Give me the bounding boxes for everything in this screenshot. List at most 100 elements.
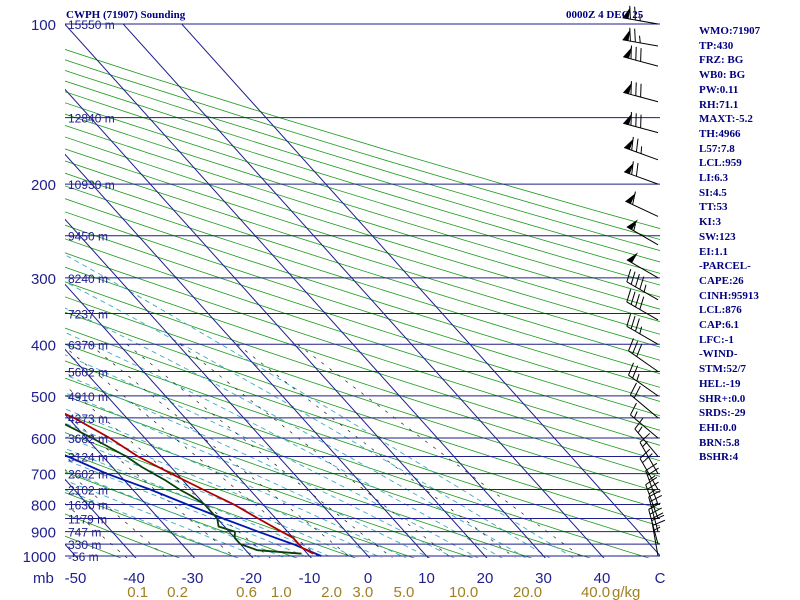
dry-adiabat (0, 24, 26, 567)
height-label: 8240 m (68, 272, 108, 286)
moist-adiabat (65, 392, 431, 558)
pressure-tick-label: 700 (31, 467, 56, 484)
sounding-index: KI:3 (699, 216, 721, 229)
temperature-tick-label: -30 (182, 570, 204, 587)
mixing-ratio-line (89, 344, 352, 558)
wind-barb (648, 490, 662, 532)
wind-barb (622, 27, 659, 47)
sounding-index: EHI:0.0 (699, 421, 737, 434)
height-label: 15550 m (68, 18, 115, 32)
temperature-tick-label: 40 (594, 570, 611, 587)
moist-adiabat (65, 435, 359, 558)
wind-barb (626, 268, 659, 301)
mixing-ratio-line (65, 346, 321, 558)
isotherm (65, 218, 371, 558)
dry-adiabat (65, 69, 660, 252)
temperature-tick-label: -50 (65, 570, 87, 587)
height-label: 9450 m (68, 230, 108, 244)
mixing-ratio-tick-label: 0.6 (236, 584, 257, 600)
dry-adiabat (65, 395, 533, 558)
height-label: 747 m (68, 526, 101, 540)
height-label: 2102 m (68, 484, 108, 498)
sounding-datetime: 0000Z 4 DEC 25 (566, 9, 644, 21)
mixing-ratio-tick-label: 0.2 (167, 584, 188, 600)
mixing-ratio-line (65, 385, 271, 558)
dry-adiabat (65, 296, 660, 493)
mixing-ratio-line (180, 344, 453, 558)
wind-barb (626, 219, 659, 246)
height-label: 1630 m (68, 498, 108, 512)
pressure-tick-label: 500 (31, 389, 56, 406)
sounding-index: TP:430 (699, 39, 734, 52)
isotherm (65, 348, 254, 558)
dry-adiabat (65, 513, 181, 558)
sounding-index: PW:0.11 (699, 83, 739, 96)
height-label: -56 m (68, 550, 99, 564)
moist-adiabat (65, 307, 527, 558)
mixing-ratio-tick-label: 2.0 (321, 584, 342, 600)
dry-adiabat (65, 113, 660, 298)
wind-barb (645, 476, 659, 519)
isotherm (122, 24, 605, 558)
wind-barb (624, 161, 659, 185)
mixing-ratio-unit-label: g/kg (612, 584, 640, 600)
dry-adiabat (65, 136, 660, 322)
isotherm (65, 413, 195, 558)
temperature-trace (65, 412, 314, 555)
height-label: 4910 m (68, 390, 108, 404)
sounding-index: CAP:6.1 (699, 319, 740, 331)
wind-barb (639, 432, 659, 474)
sounding-index: WB0: BG (699, 69, 746, 82)
chart-title: CWPH (71907) Sounding (66, 9, 186, 21)
sounding-index: FRZ: BG (699, 54, 744, 67)
dry-adiabat (65, 198, 660, 388)
height-label: 3682 m (68, 432, 108, 446)
height-label: 5602 m (68, 366, 108, 380)
wind-barb (629, 382, 659, 419)
dry-adiabat (65, 224, 660, 417)
sounding-index: SRDS:-29 (699, 407, 746, 420)
dry-adiabat (65, 80, 660, 263)
moist-adiabat (65, 447, 335, 558)
dry-adiabat (65, 102, 660, 286)
wind-barb (623, 81, 659, 103)
dry-adiabat (65, 172, 660, 361)
pressure-tick-label: 200 (31, 177, 56, 194)
wind-barb (622, 5, 659, 25)
background-grid (0, 24, 660, 567)
isotherm (65, 283, 312, 558)
isobars (65, 23, 660, 557)
dry-adiabat (65, 91, 660, 274)
mixing-ratio-tick-label: 40.0 (581, 584, 610, 600)
wind-barb (626, 289, 659, 321)
height-label: 330 m (68, 538, 101, 552)
sounding-index: BRN:5.8 (699, 436, 740, 449)
mixing-ratio-tick-label: 3.0 (352, 584, 373, 600)
mixing-ratio-line (237, 344, 516, 558)
sounding-index: SW:123 (699, 230, 736, 243)
dry-adiabat (65, 125, 660, 310)
dry-adiabat (65, 471, 298, 558)
isotherm (65, 24, 546, 558)
height-label: 1179 m (68, 512, 107, 526)
pressure-tick-label: 800 (31, 497, 56, 514)
height-label: 4273 m (68, 412, 108, 426)
sounding-index: BSHR:4 (699, 451, 739, 464)
sounding-index: MAXT:-5.2 (699, 113, 753, 126)
mixing-ratio-line (297, 344, 584, 558)
mixing-ratio-line (65, 469, 168, 558)
moist-adiabat (65, 479, 263, 558)
pressure-tick-label: 600 (31, 431, 56, 448)
dry-adiabat (65, 327, 660, 527)
pressure-tick-label: 300 (31, 271, 56, 288)
temperature-tick-label: -10 (299, 570, 321, 587)
sounding-index: LCL:959 (699, 157, 742, 170)
sounding-index: TH:4966 (699, 127, 741, 140)
moist-adiabat (65, 374, 456, 558)
dry-adiabat (65, 492, 240, 558)
sounding-index: LFC:-1 (699, 333, 734, 346)
temperature-tick-label: 30 (535, 570, 552, 587)
wind-barb (625, 191, 659, 217)
